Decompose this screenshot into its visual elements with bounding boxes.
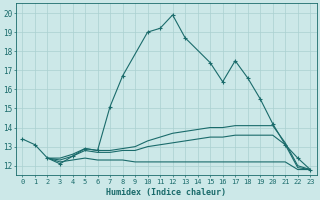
X-axis label: Humidex (Indice chaleur): Humidex (Indice chaleur)	[106, 188, 226, 197]
